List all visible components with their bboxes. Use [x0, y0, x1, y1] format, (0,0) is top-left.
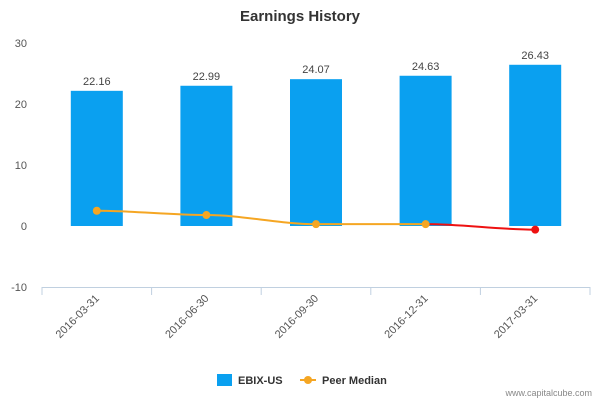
y-tick-label: -10	[11, 282, 27, 294]
line-point	[531, 225, 540, 234]
bar	[290, 79, 342, 226]
bar-value-label: 24.07	[302, 64, 330, 76]
line-segment	[425, 223, 536, 231]
y-tick-label: 20	[15, 99, 27, 111]
y-tick-label: 30	[15, 38, 27, 50]
legend-swatch-bar	[217, 374, 232, 386]
bar	[399, 75, 452, 226]
legend-swatch-point	[304, 376, 312, 384]
bar-series: 22.16 22.99 24.07 24.63 26.43	[70, 50, 562, 226]
x-axis: 2016-03-31 2016-06-30 2016-09-30 2016-12-31…	[41, 287, 591, 341]
line-point	[421, 220, 430, 229]
credit-text: www.capitalcube.com	[504, 388, 592, 398]
bar-value-label: 26.43	[521, 50, 549, 62]
x-tick-label: 2017-03-31	[492, 293, 540, 341]
y-tick-label: 10	[15, 160, 27, 172]
y-axis: -10 0 10 20 30	[11, 38, 27, 294]
bar	[70, 90, 123, 226]
legend-label: Peer Median	[322, 375, 387, 387]
line-point	[312, 220, 320, 229]
line-point	[202, 211, 211, 220]
bar-value-label: 22.99	[193, 71, 221, 83]
x-tick-label: 2016-09-30	[273, 293, 321, 341]
bar-value-label: 22.16	[83, 76, 111, 88]
x-tick-label: 2016-12-31	[382, 293, 430, 341]
bar	[180, 85, 233, 226]
bar-value-label: 24.63	[412, 61, 440, 73]
y-tick-label: 0	[21, 221, 27, 233]
line-point	[92, 206, 101, 215]
legend: EBIX-US Peer Median	[217, 374, 387, 387]
line-series	[92, 206, 540, 234]
line-segment	[96, 209, 207, 217]
x-tick-label: 2016-03-31	[54, 293, 102, 341]
chart-title: Earnings History	[240, 8, 361, 25]
x-tick-label: 2016-06-30	[163, 293, 211, 341]
line-segment	[206, 214, 317, 226]
bar	[509, 64, 562, 226]
legend-label: EBIX-US	[238, 375, 283, 387]
